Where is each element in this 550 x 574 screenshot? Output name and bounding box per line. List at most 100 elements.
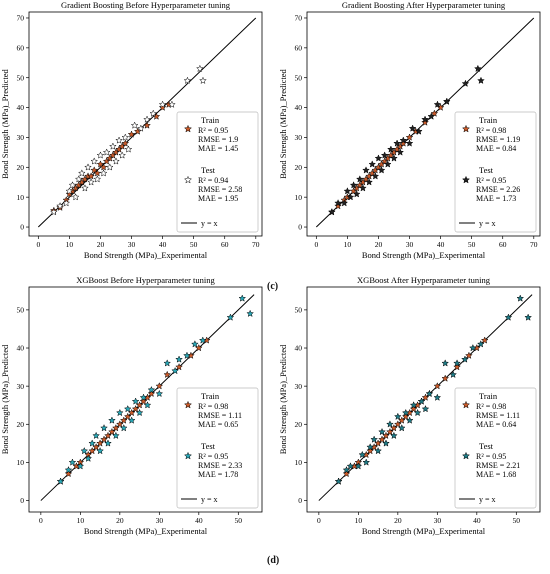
test-point bbox=[108, 416, 116, 424]
test-point bbox=[190, 340, 199, 348]
y-tick-label: 50 bbox=[17, 305, 25, 314]
test-point bbox=[115, 136, 123, 144]
train-point bbox=[175, 363, 183, 371]
test-point bbox=[352, 190, 361, 198]
panel-letter-c: (c) bbox=[267, 281, 279, 292]
train-point bbox=[99, 163, 108, 171]
test-point bbox=[366, 443, 375, 451]
train-point bbox=[155, 382, 164, 390]
y-tick-label: 70 bbox=[295, 14, 303, 23]
y-tick-label: 0 bbox=[298, 496, 302, 505]
test-point bbox=[84, 454, 93, 462]
legend-train-stat: MAE = 0.64 bbox=[476, 420, 516, 429]
legend-train-stat: MAE = 0.65 bbox=[198, 420, 238, 429]
legend-test-stat: R² = 0.95 bbox=[476, 176, 506, 185]
x-tick-label: 40 bbox=[437, 240, 445, 249]
legend-test-stat: MAE = 1.68 bbox=[476, 470, 516, 479]
test-point bbox=[461, 79, 470, 87]
y-axis-label: Bond Strength (MPa)_Predicted bbox=[0, 68, 10, 178]
test-point bbox=[64, 465, 73, 474]
test-point bbox=[386, 420, 394, 428]
test-point bbox=[346, 462, 355, 470]
test-point bbox=[127, 416, 136, 424]
test-point bbox=[81, 184, 89, 192]
legend-train-marker bbox=[183, 124, 193, 133]
test-point bbox=[62, 199, 71, 207]
test-point bbox=[163, 359, 172, 367]
legend-train-stat: R² = 0.98 bbox=[198, 402, 228, 411]
test-point bbox=[105, 163, 114, 171]
test-point bbox=[453, 359, 461, 367]
chart-panel-1: Gradient Boosting Before Hyperparameter … bbox=[0, 0, 263, 260]
test-point bbox=[421, 404, 430, 413]
legend-test-label: Test bbox=[479, 165, 494, 175]
train-point bbox=[127, 130, 136, 138]
train-point bbox=[87, 172, 96, 180]
test-point bbox=[147, 385, 156, 394]
test-point bbox=[504, 313, 513, 321]
test-point bbox=[396, 148, 405, 156]
test-point bbox=[371, 172, 380, 180]
y-tick-label: 20 bbox=[295, 163, 303, 172]
legend-box bbox=[454, 111, 537, 233]
test-point bbox=[74, 175, 83, 183]
y-tick-label: 20 bbox=[295, 420, 303, 429]
train-point bbox=[90, 166, 99, 174]
test-point bbox=[96, 446, 104, 455]
train-point bbox=[143, 121, 151, 129]
legend-test-stat: MAE = 1.78 bbox=[198, 470, 238, 479]
x-tick-label: 50 bbox=[468, 240, 476, 249]
test-point bbox=[80, 446, 89, 455]
y-tick-label: 40 bbox=[295, 344, 303, 353]
test-point bbox=[405, 139, 414, 147]
x-tick-label: 40 bbox=[473, 516, 481, 525]
train-point bbox=[334, 202, 342, 210]
train-point bbox=[480, 336, 489, 344]
test-point bbox=[524, 313, 533, 321]
test-point bbox=[378, 427, 386, 436]
chart-title: Gradient Boosting After Hyperparameter t… bbox=[342, 0, 506, 10]
plot-frame bbox=[306, 11, 541, 237]
test-point bbox=[355, 175, 364, 183]
test-point bbox=[382, 439, 390, 447]
y-tick-label: 10 bbox=[17, 193, 25, 202]
test-point bbox=[473, 64, 482, 73]
test-point bbox=[405, 416, 414, 424]
test-point bbox=[130, 121, 139, 129]
legend-test-stat: R² = 0.95 bbox=[198, 452, 228, 461]
train-point bbox=[342, 469, 351, 478]
test-point bbox=[226, 313, 235, 321]
test-point bbox=[461, 355, 469, 363]
legend-test-stat: RMSE = 2.26 bbox=[476, 185, 520, 194]
x-tick-label: 30 bbox=[128, 240, 136, 249]
test-point bbox=[155, 389, 164, 398]
legend-test-label: Test bbox=[479, 441, 494, 451]
test-point bbox=[199, 76, 207, 84]
x-tick-label: 0 bbox=[317, 516, 321, 525]
test-point bbox=[198, 336, 207, 344]
x-tick-label: 40 bbox=[195, 516, 203, 525]
test-point bbox=[383, 160, 392, 168]
test-point bbox=[387, 145, 395, 153]
train-point bbox=[421, 118, 429, 126]
test-point bbox=[119, 424, 128, 432]
test-point bbox=[96, 151, 105, 159]
x-tick-label: 30 bbox=[406, 240, 414, 249]
test-point bbox=[65, 187, 74, 195]
test-point bbox=[359, 184, 367, 192]
test-point bbox=[171, 366, 179, 375]
test-point bbox=[109, 142, 117, 150]
chart-title: Gradient Boosting Before Hyperparameter … bbox=[61, 0, 231, 10]
test-point bbox=[468, 343, 477, 352]
legend-train-stat: R² = 0.95 bbox=[198, 126, 228, 135]
legend-test-marker bbox=[183, 175, 193, 184]
panel-letter-d: (d) bbox=[267, 555, 280, 566]
test-point bbox=[84, 163, 92, 171]
test-point bbox=[102, 148, 111, 156]
y-tick-label: 30 bbox=[17, 133, 25, 142]
y-tick-label: 60 bbox=[17, 43, 25, 52]
legend-train-stat: R² = 0.98 bbox=[476, 126, 506, 135]
y-tick-label: 20 bbox=[17, 420, 25, 429]
